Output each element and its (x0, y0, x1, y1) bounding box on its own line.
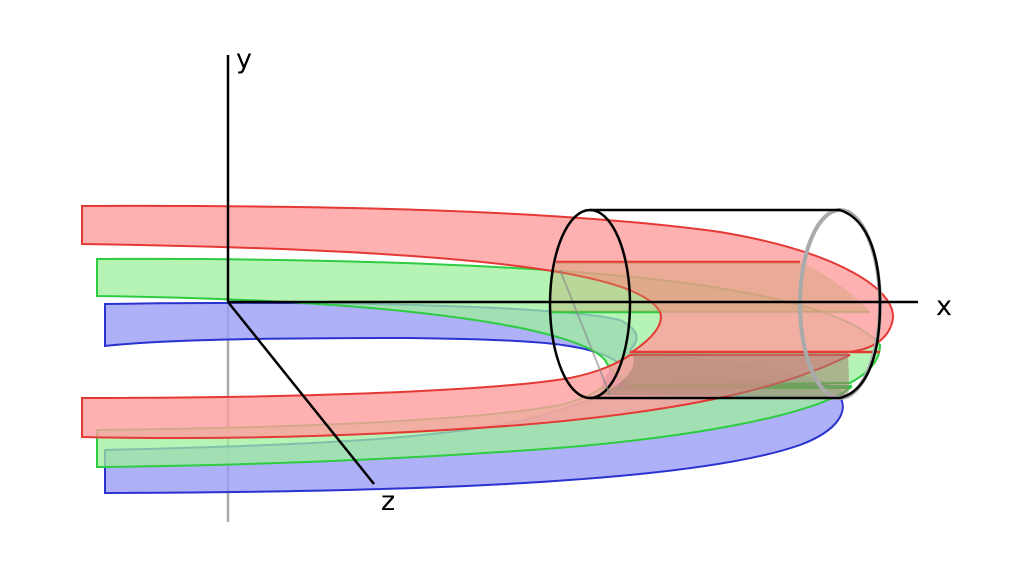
cylinder-front-rim (548, 208, 632, 400)
z-axis (227, 301, 375, 485)
z-axis-label: z (381, 486, 395, 517)
cylinder (548, 208, 882, 400)
z-axis-hidden-segment (559, 269, 611, 396)
cylinder-back-rim-front-half (839, 208, 882, 400)
x-axis-label: x (936, 291, 952, 322)
axes: x y z (226, 44, 952, 517)
red-band (81, 204, 895, 440)
red-band-upper-strip (81, 204, 895, 353)
y-axis-label: y (236, 44, 252, 75)
red-band-inner-overlap (600, 352, 849, 397)
